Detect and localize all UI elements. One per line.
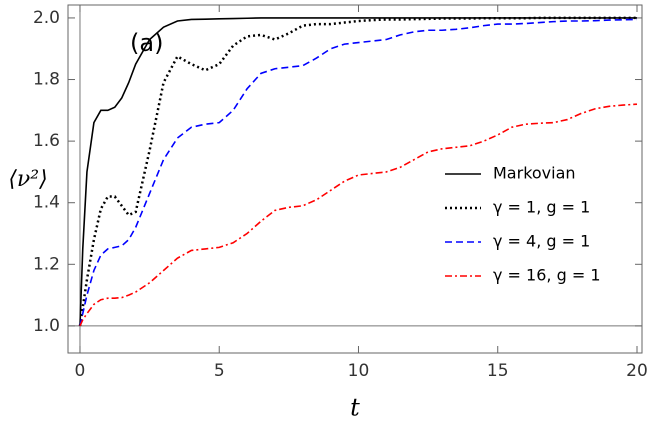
y-tick-label: 1.4	[33, 193, 60, 213]
y-tick-label: 1.6	[33, 131, 60, 151]
y-axis-label: ⟨ν²⟩	[8, 167, 47, 192]
y-tick-label: 1.0	[33, 316, 60, 336]
y-tick-label: 2.0	[33, 8, 60, 28]
y-tick-label: 1.2	[33, 254, 60, 274]
legend-label: Markovian	[493, 164, 576, 183]
x-tick-label: 15	[487, 361, 509, 381]
y-tick-label: 1.8	[33, 70, 60, 90]
x-tick-label: 10	[348, 361, 370, 381]
x-axis-label: t	[350, 394, 360, 422]
x-tick-label: 20	[626, 361, 648, 381]
legend-label: γ = 16, g = 1	[493, 266, 601, 285]
legend-label: γ = 4, g = 1	[493, 232, 590, 251]
series-line	[79, 17, 637, 326]
series-line	[79, 103, 638, 327]
legend-label: γ = 1, g = 1	[493, 198, 590, 217]
x-tick-label: 5	[214, 361, 225, 381]
x-tick-label: 0	[75, 361, 86, 381]
plot-frame	[67, 4, 643, 354]
series-line	[79, 18, 638, 327]
